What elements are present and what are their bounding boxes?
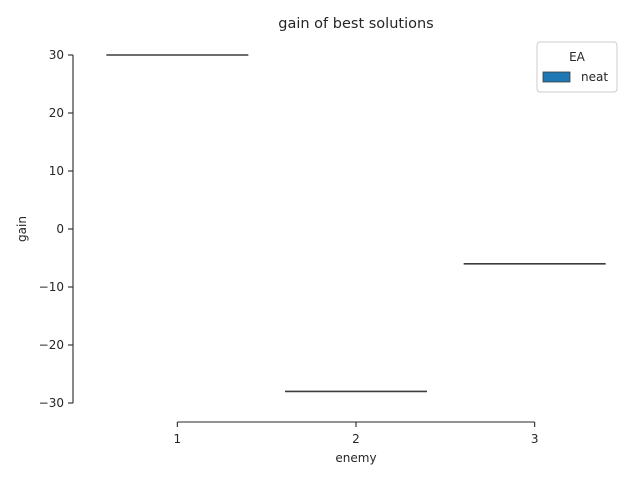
y-axis-label: gain [15,216,29,242]
legend[interactable]: EA neat [536,41,618,93]
legend-swatch-neat [542,71,571,83]
x-tick-label: 1 [174,432,182,446]
plot-marks [106,54,606,393]
legend-title: EA [569,50,586,64]
x-tick-label: 3 [531,432,539,446]
legend-entry-neat: neat [581,70,608,84]
y-tick-label: −30 [39,396,64,410]
chart-title: gain of best solutions [278,16,433,32]
y-tick-label: 0 [56,222,64,236]
y-tick-label: −20 [39,338,64,352]
x-tick-label: 2 [352,432,360,446]
x-axis: 1 2 3 [174,421,539,446]
y-tick-label: −10 [39,280,64,294]
x-axis-label: enemy [335,451,376,465]
y-tick-label: 30 [49,48,64,62]
y-axis: 30 20 10 0 −10 −20 −30 [39,48,74,410]
y-tick-label: 10 [49,164,64,178]
y-tick-label: 20 [49,106,64,120]
